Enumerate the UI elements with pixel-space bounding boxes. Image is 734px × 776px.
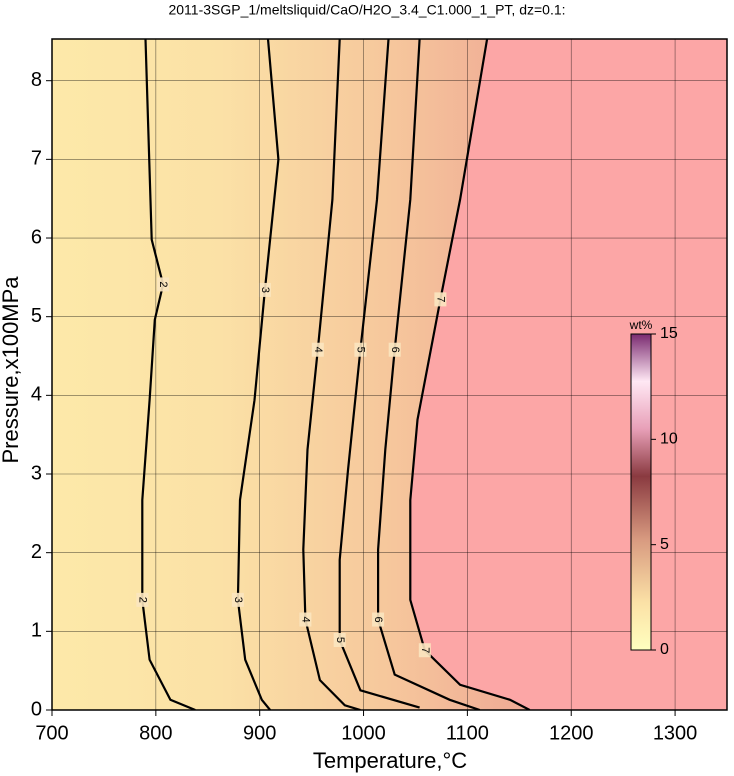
contour-label-bg — [311, 342, 324, 357]
contour-label: 5 — [334, 637, 346, 643]
y-tick-label: 5 — [31, 305, 42, 327]
x-tick-label: 1000 — [341, 722, 386, 744]
contour-label-bg — [299, 612, 312, 627]
colorbar-tick-label: 10 — [660, 431, 678, 448]
chart-title: 2011-3SGP_1/meltsliquid/CaO/H2O_3.4_C1.0… — [168, 2, 565, 18]
contour-label: 6 — [372, 616, 384, 622]
colorbar — [630, 333, 652, 651]
contour-label: 4 — [312, 347, 324, 353]
contour-label-bg — [434, 292, 447, 307]
contour-label: 3 — [232, 597, 244, 603]
frame — [51, 38, 728, 711]
contour-label-bg — [258, 282, 271, 297]
contour-label-bg — [333, 632, 346, 647]
x-axis-label: Temperature,°C — [313, 748, 467, 773]
colorbar-tick-label: 0 — [660, 641, 669, 658]
overlay: 700 800 900 1000 1100 1200 1300 0 1 2 3 4 5 6 7 8 — [31, 39, 727, 744]
x-tick-label: 800 — [139, 722, 172, 744]
contour-label-bg — [157, 277, 170, 292]
contour-label: 4 — [299, 616, 311, 622]
contour-line — [409, 39, 531, 710]
y-tick-label: 7 — [31, 148, 42, 170]
contour-label-bg — [231, 592, 244, 607]
contour-label: 5 — [355, 347, 367, 353]
contour-label-bg — [388, 342, 401, 357]
plot-area: 2 2 3 3 4 4 5 5 6 6 7 7 — [52, 39, 727, 710]
contour-label: 2 — [136, 597, 148, 603]
y-axis-label: Pressure,x100MPa — [0, 276, 23, 464]
contour-label-bg — [372, 612, 385, 627]
y-tick-label: 8 — [31, 69, 42, 91]
contour-label-bg — [418, 643, 431, 658]
y-tick-label: 6 — [31, 226, 42, 248]
contour-line — [377, 39, 481, 710]
y-tick-label: 3 — [31, 462, 42, 484]
contour-label: 6 — [389, 347, 401, 353]
colorbar-tick-label: 5 — [660, 536, 669, 553]
contour-label: 7 — [434, 296, 446, 302]
x-tick-label: 1100 — [446, 722, 489, 744]
y-tick-label: 4 — [31, 384, 42, 406]
x-tick-label: 1200 — [549, 722, 594, 744]
contour-line — [302, 39, 361, 710]
contour-line — [236, 39, 280, 710]
contour-label: 7 — [419, 647, 431, 653]
y-tick-label: 0 — [31, 698, 42, 720]
colorbar-tick-label: 15 — [660, 325, 678, 342]
y-tick-label: 1 — [31, 620, 42, 642]
x-tick-label: 700 — [35, 722, 68, 744]
contour-label: 3 — [259, 287, 271, 293]
y-tick-label: 2 — [31, 541, 42, 563]
contour-label: 2 — [157, 281, 169, 287]
x-tick-label: 1300 — [653, 722, 698, 744]
contour-line — [338, 39, 420, 709]
x-tick-label: 900 — [243, 722, 276, 744]
contour-label-bg — [136, 592, 149, 607]
colorbar-label: wt% — [629, 318, 653, 332]
contour-line — [141, 39, 196, 710]
